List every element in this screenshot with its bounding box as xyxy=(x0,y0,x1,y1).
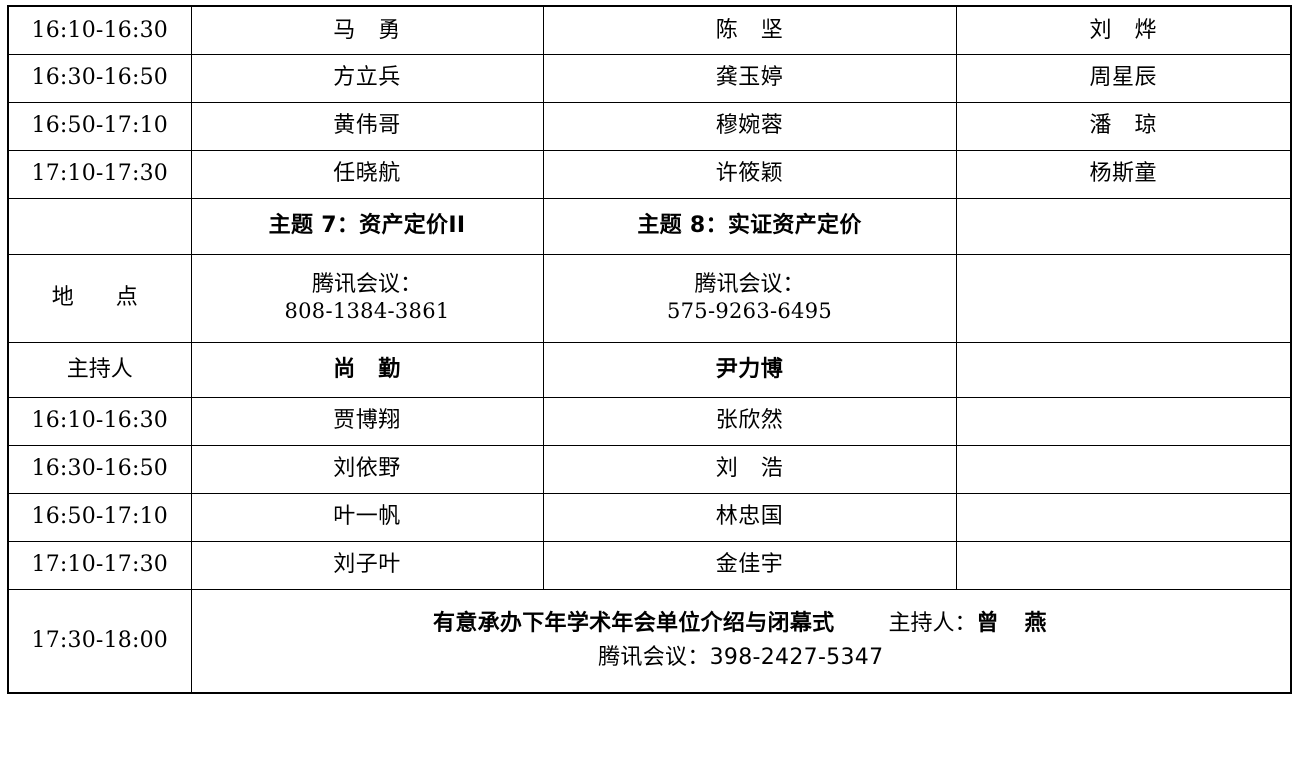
host-name-b: 尹力博 xyxy=(542,341,957,398)
theme-header-row: 主题 7：资产定价II 主题 8：实证资产定价 xyxy=(7,197,1292,255)
speaker-cell-b: 林忠国 xyxy=(542,492,957,542)
theme-title-a: 主题 7：资产定价II xyxy=(190,197,544,255)
time-cell: 16:50-17:10 xyxy=(7,492,192,542)
time-cell: 16:30-16:50 xyxy=(7,444,192,494)
theme-empty-c xyxy=(955,197,1292,255)
speaker-cell-c: 周星辰 xyxy=(955,53,1292,103)
speaker-cell-c: 杨斯童 xyxy=(955,149,1292,199)
closing-host-name: 曾 燕 xyxy=(976,611,1049,637)
table-row: 16:50-17:10 黄伟哥 穆婉蓉 潘 琼 xyxy=(7,101,1292,151)
host-name-a: 尚 勤 xyxy=(190,341,544,398)
closing-ceremony-row: 17:30-18:00 有意承办下年学术年会单位介绍与闭幕式 主持人：曾 燕 腾讯… xyxy=(7,588,1292,694)
speaker-cell-a: 马 勇 xyxy=(190,5,544,55)
time-cell: 17:10-17:30 xyxy=(7,149,192,199)
speaker-cell-c: 刘 烨 xyxy=(955,5,1292,55)
time-cell: 16:10-16:30 xyxy=(7,396,192,446)
time-cell: 16:10-16:30 xyxy=(7,5,192,55)
table-row: 17:10-17:30 任晓航 许筱颖 杨斯童 xyxy=(7,149,1292,199)
host-empty-c xyxy=(955,341,1292,398)
speaker-cell-a: 刘依野 xyxy=(190,444,544,494)
closing-time-cell: 17:30-18:00 xyxy=(7,588,192,694)
speaker-cell-a: 刘子叶 xyxy=(190,540,544,590)
closing-content-cell: 有意承办下年学术年会单位介绍与闭幕式 主持人：曾 燕 腾讯会议：398-2427-… xyxy=(190,588,1292,694)
conference-schedule-table: 16:10-16:30 马 勇 陈 坚 刘 烨 16:30-16:50 方立兵 … xyxy=(7,5,1292,694)
table-row: 16:30-16:50 刘依野 刘 浩 xyxy=(7,444,1292,494)
table-row: 16:10-16:30 贾博翔 张欣然 xyxy=(7,396,1292,446)
table-row: 17:10-17:30 刘子叶 金佳宇 xyxy=(7,540,1292,590)
venue-cell-a: 腾讯会议： 808-1384-3861 xyxy=(190,253,544,343)
venue-label-a: 腾讯会议： xyxy=(311,271,422,297)
venue-number-a: 808-1384-3861 xyxy=(284,299,450,323)
closing-meeting-id: 腾讯会议：398-2427-5347 xyxy=(598,644,884,670)
venue-label-b: 腾讯会议： xyxy=(694,271,805,297)
host-row: 主持人 尚 勤 尹力博 xyxy=(7,341,1292,398)
closing-headline: 有意承办下年学术年会单位介绍与闭幕式 主持人：曾 燕 xyxy=(192,610,1291,638)
venue-empty-c xyxy=(955,253,1292,343)
speaker-cell-c xyxy=(955,444,1292,494)
speaker-cell-b: 许筱颖 xyxy=(542,149,957,199)
speaker-cell-b: 金佳宇 xyxy=(542,540,957,590)
speaker-cell-a: 黄伟哥 xyxy=(190,101,544,151)
time-cell: 17:10-17:30 xyxy=(7,540,192,590)
closing-host-label: 主持人： xyxy=(888,611,977,637)
theme-title-b: 主题 8：实证资产定价 xyxy=(542,197,957,255)
venue-label: 地 点 xyxy=(7,253,192,343)
table-row: 16:10-16:30 马 勇 陈 坚 刘 烨 xyxy=(7,5,1292,55)
closing-title: 有意承办下年学术年会单位介绍与闭幕式 xyxy=(433,611,835,637)
venue-row: 地 点 腾讯会议： 808-1384-3861 腾讯会议： 575-9263-6… xyxy=(7,253,1292,343)
time-cell: 16:50-17:10 xyxy=(7,101,192,151)
speaker-cell-b: 穆婉蓉 xyxy=(542,101,957,151)
venue-number-b: 575-9263-6495 xyxy=(666,299,833,323)
speaker-cell-a: 任晓航 xyxy=(190,149,544,199)
speaker-cell-c: 潘 琼 xyxy=(955,101,1292,151)
speaker-cell-b: 龚玉婷 xyxy=(542,53,957,103)
table-row: 16:50-17:10 叶一帆 林忠国 xyxy=(7,492,1292,542)
speaker-cell-a: 方立兵 xyxy=(190,53,544,103)
speaker-cell-b: 张欣然 xyxy=(542,396,957,446)
speaker-cell-b: 陈 坚 xyxy=(542,5,957,55)
table-row: 16:30-16:50 方立兵 龚玉婷 周星辰 xyxy=(7,53,1292,103)
time-cell: 16:30-16:50 xyxy=(7,53,192,103)
speaker-cell-a: 叶一帆 xyxy=(190,492,544,542)
speaker-cell-b: 刘 浩 xyxy=(542,444,957,494)
theme-time-cell xyxy=(7,197,192,255)
venue-cell-b: 腾讯会议： 575-9263-6495 xyxy=(542,253,957,343)
speaker-cell-a: 贾博翔 xyxy=(190,396,544,446)
speaker-cell-c xyxy=(955,492,1292,542)
speaker-cell-c xyxy=(955,396,1292,446)
host-label: 主持人 xyxy=(7,341,192,398)
speaker-cell-c xyxy=(955,540,1292,590)
